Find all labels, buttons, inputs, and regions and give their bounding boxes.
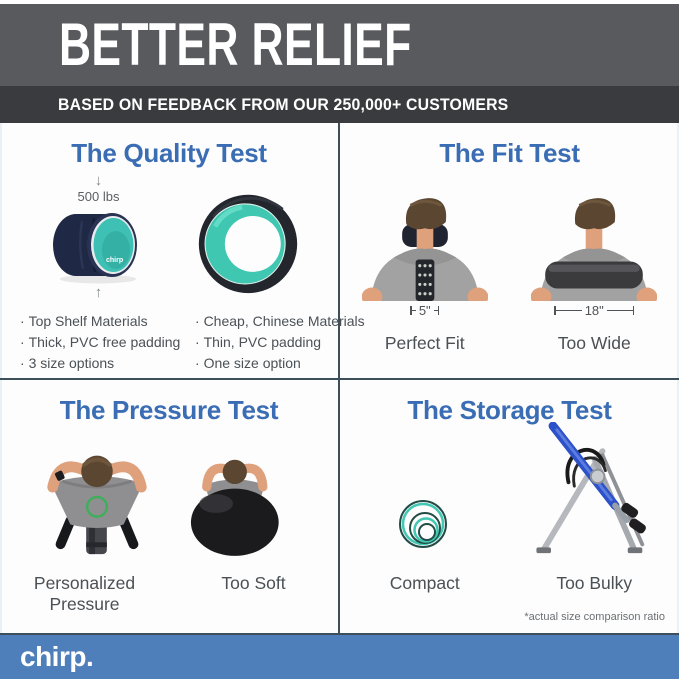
arrow-down-icon: ↓: [94, 172, 103, 189]
quadrant-pressure-test: The Pressure Test: [0, 380, 338, 633]
measure-value: 18": [584, 303, 604, 318]
comparison-grid: The Quality Test ↓ 500 lbs: [0, 123, 679, 635]
inversion-table-image: [536, 422, 647, 554]
storage-good-label: Compact: [389, 573, 460, 593]
measure-value: 5": [418, 303, 431, 318]
quadrant-fit-test: The Fit Test: [340, 123, 679, 378]
chirp-feature-list: Top Shelf Materials Thick, PVC free padd…: [0, 311, 181, 374]
arrow-up-icon: ↑: [94, 284, 103, 301]
quadrant-quality-test: The Quality Test ↓ 500 lbs: [0, 123, 365, 378]
weight-capacity-label: 500 lbs: [77, 189, 120, 204]
pressure-test-title: The Pressure Test: [59, 395, 279, 425]
pressure-good-label: Personalized Pressure: [33, 573, 136, 614]
pressure-bad-label: Too Soft: [221, 573, 286, 593]
top-margin: [0, 0, 679, 4]
person-wide-roller-image: [531, 198, 658, 301]
list-item: 3 size options: [20, 353, 169, 374]
nested-wheels-icon: [398, 500, 447, 548]
wheel-logo-text: chirp: [106, 257, 123, 264]
person-narrow-wheel-image: [361, 198, 488, 301]
competitor-feature-list: Cheap, Chinese Materials Thin, PVC paddi…: [169, 311, 365, 374]
fit-bad-label: Too Wide: [557, 333, 631, 353]
page-title: BETTER RELIEF: [59, 11, 412, 78]
list-item: Thin, PVC padding: [195, 332, 338, 353]
quality-test-title: The Quality Test: [71, 138, 267, 168]
brand-footer: chirp.: [0, 635, 679, 679]
chirp-wheel-side-image: chirp: [52, 213, 137, 284]
feedback-banner: BASED ON FEEDBACK FROM OUR 250,000+ CUST…: [58, 94, 509, 114]
competitor-wheel-image: [198, 194, 297, 294]
horizontal-divider: [0, 378, 679, 380]
chirp-logo: chirp.: [20, 641, 94, 672]
list-item: Thick, PVC free padding: [20, 332, 181, 353]
quadrant-storage-test: The Storage Test Compact: [340, 380, 679, 633]
person-on-ball-image: [190, 459, 279, 556]
grid-bottom-border: [0, 633, 679, 635]
subheader-band: BASED ON FEEDBACK FROM OUR 250,000+ CUST…: [0, 86, 679, 123]
list-item: Cheap, Chinese Materials: [195, 311, 365, 332]
person-on-wheel-image: [46, 455, 147, 555]
width-measure-5in: 5": [340, 303, 510, 318]
storage-test-title: The Storage Test: [407, 395, 612, 425]
size-comparison-footnote: *actual size comparison ratio: [524, 611, 665, 623]
list-item: Top Shelf Materials: [20, 311, 169, 332]
fit-test-title: The Fit Test: [439, 138, 580, 168]
fit-good-label: Perfect Fit: [384, 333, 465, 353]
list-item: One size option: [195, 353, 338, 374]
header-band: BETTER RELIEF: [0, 4, 679, 86]
width-measure-18in: 18": [510, 303, 679, 318]
storage-bad-label: Too Bulky: [556, 573, 633, 593]
